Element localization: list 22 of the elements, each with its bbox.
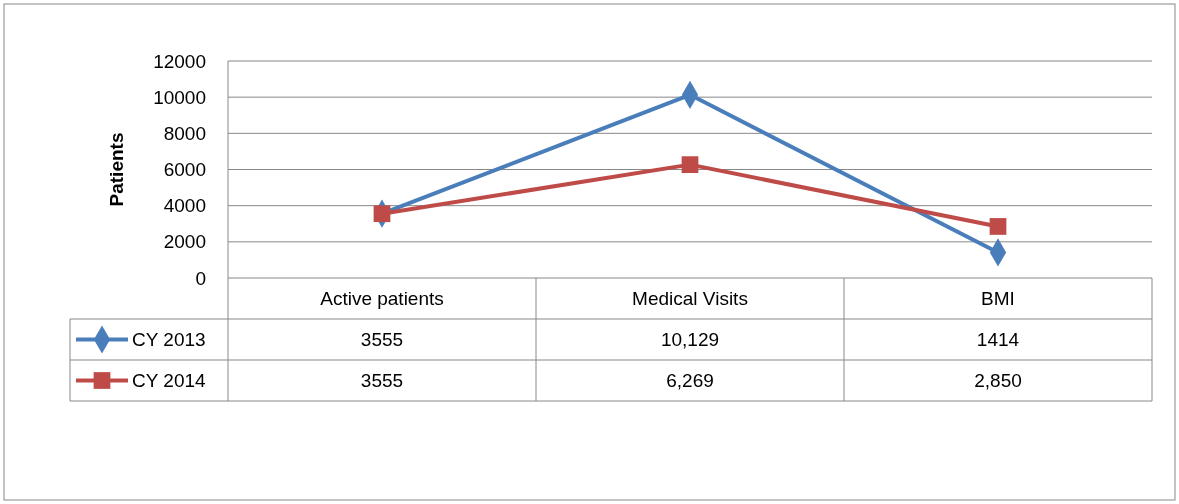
y-tick-label: 2000 (163, 231, 206, 253)
data-label: 6,269 (666, 370, 714, 392)
y-tick-label: 8000 (163, 122, 206, 144)
point (989, 218, 1007, 235)
y-tick-label: 10000 (153, 86, 206, 108)
point (681, 156, 699, 173)
y-axis-title: Patients (106, 132, 127, 207)
data-label: 10,129 (660, 329, 720, 351)
y-tick-label: 0 (195, 267, 206, 289)
data-label: 2,850 (974, 370, 1022, 392)
legend-label: CY 2013 (132, 329, 206, 351)
data-label: 3555 (360, 329, 404, 351)
x-tick-label: Active patients (320, 288, 444, 310)
point (373, 205, 391, 223)
x-tick-label: BMI (981, 288, 1015, 310)
x-tick-label: Medical Visits (632, 288, 748, 310)
y-tick-label: 12000 (153, 50, 206, 72)
legend-label: CY 2014 (132, 370, 207, 392)
y-tick-label: 4000 (163, 195, 206, 217)
data-label: 3555 (360, 370, 404, 392)
data-label: 1414 (976, 329, 1020, 351)
y-tick-label: 6000 (163, 159, 206, 181)
